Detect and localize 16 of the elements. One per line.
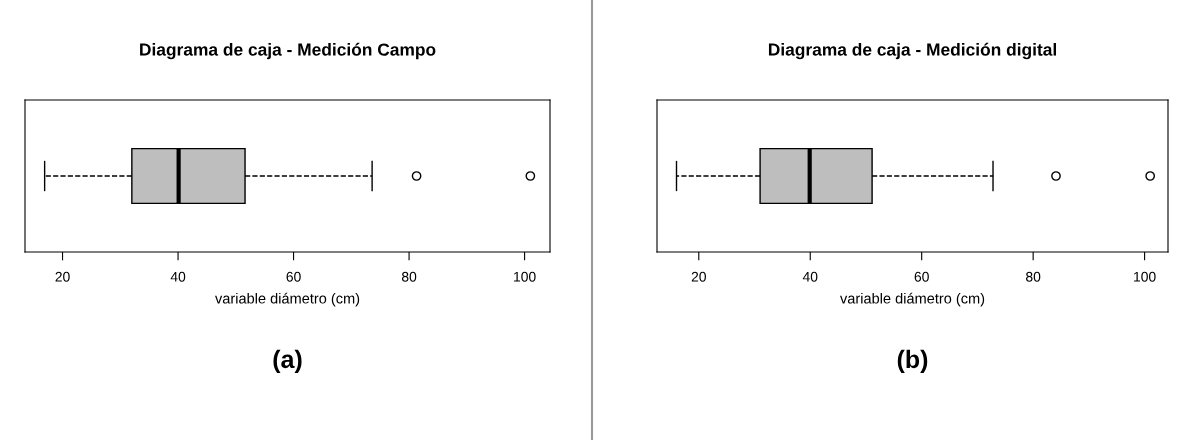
text: (a) [273,349,302,374]
chart-title: Diagrama de caja - Medición digital [768,42,1056,60]
x-tick-label: 80 [1026,271,1041,282]
x-tick-label: 40 [170,271,186,282]
text: (b) [897,349,928,374]
x-tick-label: 60 [914,271,929,282]
x-tick-label: 80 [401,271,417,282]
x-tick-label: 20 [691,271,706,282]
chart-title: Diagrama de caja - Medición Campo [140,42,436,60]
x-axis-title: variable diámetro (cm) [215,292,360,307]
x-tick-label: 20 [55,271,70,282]
x-tick-label: 100 [514,271,536,282]
x-tick-label: 40 [802,271,818,282]
x-axis-title: variable diámetro (cm) [840,292,985,307]
x-tick-label: 100 [1134,271,1156,282]
x-tick-label: 60 [286,271,301,282]
